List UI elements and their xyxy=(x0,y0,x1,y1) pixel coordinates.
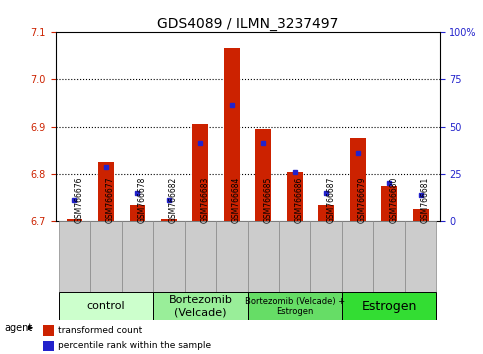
Title: GDS4089 / ILMN_3237497: GDS4089 / ILMN_3237497 xyxy=(157,17,338,31)
Bar xyxy=(153,292,248,320)
Text: GSM766685: GSM766685 xyxy=(263,177,272,223)
Bar xyxy=(161,219,177,221)
Bar xyxy=(185,221,216,292)
Text: Estrogen: Estrogen xyxy=(361,300,417,313)
Bar xyxy=(279,221,311,292)
Bar xyxy=(373,221,405,292)
Bar xyxy=(153,221,185,292)
Text: GSM766678: GSM766678 xyxy=(137,177,146,223)
Bar xyxy=(405,221,436,292)
Bar xyxy=(413,210,428,221)
Bar xyxy=(129,205,145,221)
Text: GSM766683: GSM766683 xyxy=(200,177,209,223)
Text: percentile rank within the sample: percentile rank within the sample xyxy=(58,341,211,350)
Text: control: control xyxy=(86,301,125,311)
Bar xyxy=(67,219,82,221)
Text: GSM766682: GSM766682 xyxy=(169,177,178,223)
Text: GSM766679: GSM766679 xyxy=(358,177,367,223)
Text: Bortezomib (Velcade) +
Estrogen: Bortezomib (Velcade) + Estrogen xyxy=(245,297,345,316)
Bar xyxy=(248,221,279,292)
Text: GSM766686: GSM766686 xyxy=(295,177,304,223)
Text: GSM766687: GSM766687 xyxy=(326,177,335,223)
Text: GSM766676: GSM766676 xyxy=(74,177,84,223)
Bar xyxy=(256,129,271,221)
Text: GSM766680: GSM766680 xyxy=(389,177,398,223)
Text: agent: agent xyxy=(5,323,33,333)
Bar xyxy=(98,162,114,221)
Bar xyxy=(381,186,397,221)
Bar xyxy=(287,172,303,221)
Text: GSM766677: GSM766677 xyxy=(106,177,115,223)
Bar xyxy=(90,221,122,292)
Bar xyxy=(311,221,342,292)
Bar xyxy=(59,292,153,320)
Text: GSM766684: GSM766684 xyxy=(232,177,241,223)
Bar xyxy=(43,325,54,336)
Bar xyxy=(216,221,248,292)
Bar xyxy=(350,138,366,221)
Text: Bortezomib
(Velcade): Bortezomib (Velcade) xyxy=(169,295,232,317)
Bar xyxy=(122,221,153,292)
Bar xyxy=(43,341,54,350)
Text: GSM766681: GSM766681 xyxy=(421,177,430,223)
Bar xyxy=(248,292,342,320)
Bar xyxy=(59,221,90,292)
Bar xyxy=(224,48,240,221)
Bar xyxy=(342,221,373,292)
Text: transformed count: transformed count xyxy=(58,326,142,335)
Bar xyxy=(318,205,334,221)
Bar xyxy=(192,124,208,221)
Bar xyxy=(342,292,436,320)
